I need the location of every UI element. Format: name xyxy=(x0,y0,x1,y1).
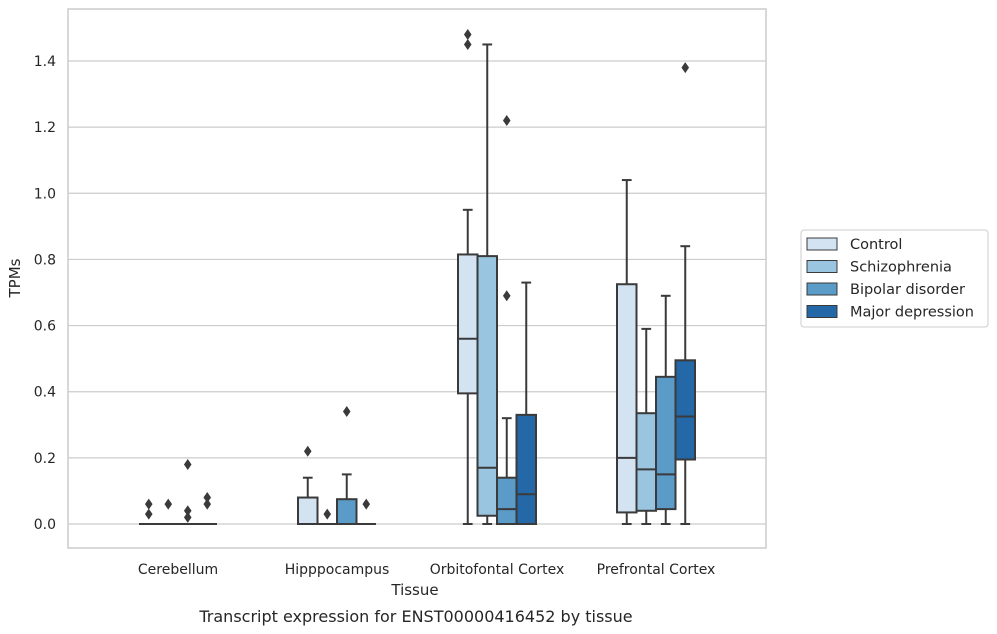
outlier-point xyxy=(164,498,173,510)
outlier-point xyxy=(362,498,371,510)
legend-frame xyxy=(800,229,989,328)
y-tick-label: 1.0 xyxy=(34,186,56,202)
outlier-point xyxy=(183,458,192,470)
outlier-point xyxy=(342,406,351,418)
box-body xyxy=(336,498,358,526)
series-schizophrenia xyxy=(158,43,657,525)
box-body xyxy=(297,496,319,525)
outlier-point xyxy=(303,445,312,457)
series-bipolar-disorder xyxy=(178,115,677,526)
box-item xyxy=(655,294,677,525)
outlier-point xyxy=(144,498,153,510)
outlier-point xyxy=(681,62,690,74)
y-tick-label: 0.4 xyxy=(34,385,56,401)
outlier-point xyxy=(183,511,192,523)
y-tick-label: 0.0 xyxy=(34,517,56,533)
y-tick-label: 0.6 xyxy=(34,319,56,335)
legend: Control Schizophrenia Bipolar disorder Majo… xyxy=(800,229,989,328)
outlier-point xyxy=(463,29,472,41)
box-body xyxy=(674,359,696,461)
series-major-depression xyxy=(197,62,696,525)
outlier-point xyxy=(502,115,511,127)
box-body xyxy=(655,375,677,511)
x-axis-title: Tissue xyxy=(390,581,438,599)
box-item xyxy=(674,62,696,525)
legend-label: Schizophrenia xyxy=(850,260,952,276)
grid-lines xyxy=(68,60,766,525)
box-series xyxy=(139,29,696,526)
x-tick-label: Cerebellum xyxy=(138,562,218,578)
box-item xyxy=(336,406,358,526)
x-tick-label: Orbitofontal Cortex xyxy=(430,562,565,578)
outlier-point xyxy=(203,498,212,510)
box-body xyxy=(476,255,498,517)
legend-swatch xyxy=(806,260,838,273)
series-control xyxy=(139,29,638,525)
x-tick-label: Hipppocampus xyxy=(285,562,390,578)
outlier-point xyxy=(323,508,332,520)
box-item xyxy=(317,508,337,525)
x-tick-label: Prefrontal Cortex xyxy=(597,562,716,578)
outlier-point xyxy=(463,38,472,50)
outlier-point xyxy=(144,508,153,520)
y-tick-label: 1.4 xyxy=(34,54,56,70)
box-item xyxy=(356,498,376,525)
box-item xyxy=(178,458,198,525)
legend-label: Major depression xyxy=(850,305,974,321)
legend-swatch xyxy=(806,282,838,296)
plot-area-frame xyxy=(67,8,767,549)
y-axis-title: TPMs xyxy=(6,258,24,298)
y-tick-label: 0.2 xyxy=(34,451,56,467)
legend-label: Bipolar disorder xyxy=(850,282,965,298)
box-item xyxy=(197,492,217,525)
legend-swatch xyxy=(806,305,838,318)
y-tick-label: 0.8 xyxy=(34,252,56,268)
outlier-point xyxy=(203,492,212,504)
y-tick-labels: 0.0 0.2 0.4 0.6 0.8 1.0 1.2 1.4 xyxy=(34,54,56,533)
box-body xyxy=(635,412,657,512)
x-tick-labels: Cerebellum Hipppocampus Orbitofontal Corte… xyxy=(138,562,715,578)
box-item xyxy=(457,29,479,525)
box-item xyxy=(515,281,537,525)
legend-label: Control xyxy=(850,237,902,253)
box-body xyxy=(457,253,479,395)
box-item xyxy=(616,179,638,525)
box-item xyxy=(139,498,159,525)
box-body xyxy=(616,283,638,514)
legend-swatch xyxy=(806,237,838,251)
box-item xyxy=(297,445,319,525)
box-item xyxy=(496,115,518,526)
box-item xyxy=(476,43,498,525)
y-tick-label: 1.2 xyxy=(34,120,56,136)
box-item xyxy=(635,327,657,525)
box-body xyxy=(515,413,537,525)
chart-caption: Transcript expression for ENST0000041645… xyxy=(198,607,632,626)
box-body xyxy=(496,476,518,526)
outlier-point xyxy=(183,505,192,517)
box-item xyxy=(158,498,178,525)
outlier-point xyxy=(502,290,511,302)
